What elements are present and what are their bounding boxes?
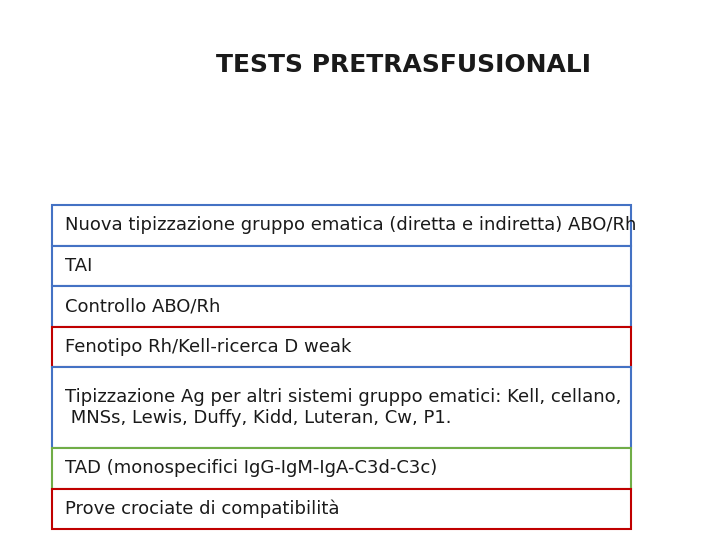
Text: TAD (monospecifici IgG-IgM-IgA-C3d-C3c): TAD (monospecifici IgG-IgM-IgA-C3d-C3c) [65, 460, 437, 477]
Text: Nuova tipizzazione gruppo ematica (diretta e indiretta) ABO/Rh: Nuova tipizzazione gruppo ematica (diret… [65, 217, 636, 234]
FancyBboxPatch shape [52, 448, 631, 489]
FancyBboxPatch shape [52, 489, 631, 529]
Text: Fenotipo Rh/Kell-ricerca D weak: Fenotipo Rh/Kell-ricerca D weak [65, 338, 351, 356]
FancyBboxPatch shape [52, 246, 631, 286]
FancyBboxPatch shape [52, 286, 631, 327]
Text: Tipizzazione Ag per altri sistemi gruppo ematici: Kell, cellano,
 MNSs, Lewis, D: Tipizzazione Ag per altri sistemi gruppo… [65, 388, 621, 427]
Text: TAI: TAI [65, 257, 92, 275]
Text: TESTS PRETRASFUSIONALI: TESTS PRETRASFUSIONALI [216, 53, 591, 77]
Text: Prove crociate di compatibilità: Prove crociate di compatibilità [65, 500, 340, 518]
Text: Controllo ABO/Rh: Controllo ABO/Rh [65, 298, 220, 315]
FancyBboxPatch shape [52, 367, 631, 448]
FancyBboxPatch shape [52, 205, 631, 246]
FancyBboxPatch shape [52, 327, 631, 367]
